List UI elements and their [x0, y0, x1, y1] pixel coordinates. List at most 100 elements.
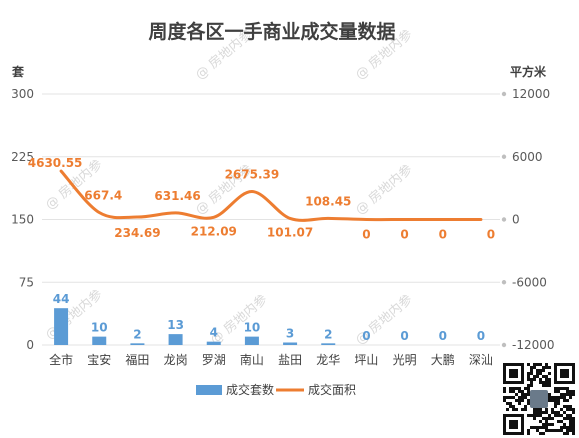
qr-module — [518, 396, 521, 399]
legend-label-bars: 成交套数 — [226, 382, 274, 397]
qr-module — [557, 387, 560, 390]
qr-module — [545, 363, 548, 366]
qr-module — [566, 405, 569, 408]
bar-value-label: 0 — [477, 329, 485, 343]
line-value-label: 101.07 — [267, 225, 313, 239]
qr-module — [569, 405, 572, 408]
qr-module — [560, 408, 563, 411]
qr-module — [563, 405, 566, 408]
qr-module — [572, 417, 575, 420]
qr-module — [527, 429, 530, 432]
right-tick-marker — [501, 91, 507, 97]
qr-module — [506, 402, 509, 405]
qr-finder — [560, 369, 569, 378]
qr-module — [545, 429, 548, 432]
qr-module — [536, 372, 539, 375]
qr-module — [539, 411, 542, 414]
bar-value-label: 2 — [324, 327, 332, 341]
x-axis-labels: 全市 宝安 福田 龙岗 罗湖 南山 盐田 龙华 坪山 光明 大鹏 深汕 — [49, 352, 493, 367]
qr-module — [503, 399, 506, 402]
qr-module — [548, 381, 551, 384]
right-tick-label: -6000 — [512, 275, 547, 289]
qr-module — [557, 429, 560, 432]
qr-module — [569, 408, 572, 411]
line-value-label: 0 — [362, 228, 370, 242]
bar-value-label: 0 — [439, 329, 447, 343]
qr-module — [548, 366, 551, 369]
qr-module — [515, 408, 518, 411]
qr-module — [545, 417, 548, 420]
qr-module — [563, 399, 566, 402]
qr-module — [548, 414, 551, 417]
qr-module — [512, 390, 515, 393]
left-tick-label: 0 — [26, 338, 34, 352]
qr-module — [566, 408, 569, 411]
qr-module — [557, 399, 560, 402]
qr-module — [527, 372, 530, 375]
legend-label-line: 成交面积 — [308, 382, 356, 397]
qr-module — [521, 393, 524, 396]
left-tick-label: 150 — [11, 213, 34, 227]
bar-value-label: 3 — [286, 326, 294, 340]
qr-module — [533, 414, 536, 417]
qr-module — [557, 402, 560, 405]
qr-module — [530, 426, 533, 429]
qr-module — [512, 387, 515, 390]
qr-module — [524, 408, 527, 411]
qr-module — [563, 393, 566, 396]
qr-module — [566, 414, 569, 417]
qr-module — [545, 426, 548, 429]
qr-module — [542, 423, 545, 426]
qr-module — [551, 411, 554, 414]
right-tick-label: 6000 — [512, 150, 543, 164]
qr-module — [557, 396, 560, 399]
qr-module — [521, 399, 524, 402]
line-value-label: 0 — [487, 228, 495, 242]
qr-module — [509, 402, 512, 405]
qr-finder — [509, 420, 518, 429]
qr-module — [551, 396, 554, 399]
qr-module — [536, 411, 539, 414]
qr-module — [539, 432, 542, 435]
qr-module — [563, 396, 566, 399]
qr-module — [545, 378, 548, 381]
right-axis-ticks: -12000 -6000 0 6000 12000 — [501, 87, 555, 352]
qr-module — [527, 393, 530, 396]
right-tick-marker — [501, 154, 507, 159]
qr-module — [539, 378, 542, 381]
qr-module — [518, 402, 521, 405]
qr-module — [527, 375, 530, 378]
qr-module — [572, 420, 575, 423]
x-axis-label: 罗湖 — [202, 352, 226, 367]
qr-module — [569, 396, 572, 399]
bar-value-label: 2 — [133, 327, 141, 341]
qr-module — [566, 432, 569, 435]
qr-module — [512, 396, 515, 399]
qr-module — [542, 426, 545, 429]
qr-module — [524, 396, 527, 399]
x-axis-label: 坪山 — [354, 353, 378, 367]
qr-module — [545, 408, 548, 411]
left-axis-ticks: 0 75 150 225 300 — [11, 87, 34, 352]
qr-module — [569, 429, 572, 432]
qr-module — [563, 417, 566, 420]
qr-module — [572, 408, 575, 411]
qr-module — [533, 375, 536, 378]
qr-module — [539, 381, 542, 384]
qr-module — [545, 366, 548, 369]
qr-module — [506, 408, 509, 411]
bar — [130, 343, 145, 345]
qr-finder — [509, 369, 518, 378]
qr-module — [524, 393, 527, 396]
line-data-labels: 4630.55 667.4 234.69 631.46 212.09 2675.39 101… — [28, 156, 495, 241]
right-tick-label: 12000 — [512, 87, 550, 101]
qr-module — [569, 393, 572, 396]
bar-value-label: 0 — [400, 329, 408, 343]
qr-module — [551, 408, 554, 411]
qr-center-logo — [530, 390, 548, 408]
qr-module — [563, 426, 566, 429]
line-value-label: 667.4 — [84, 189, 122, 203]
bar — [321, 343, 336, 345]
